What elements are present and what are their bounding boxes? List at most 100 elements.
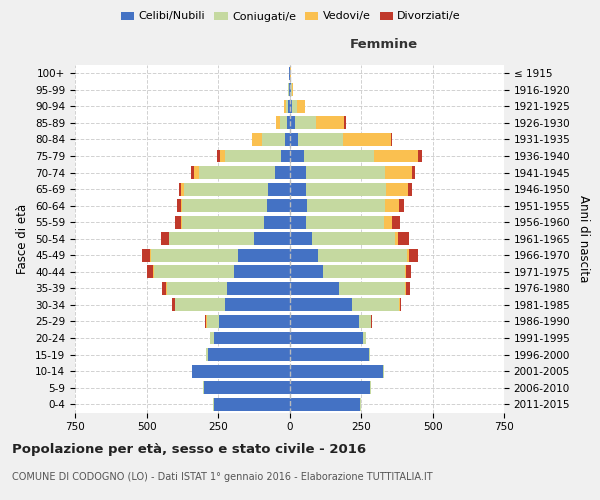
- Bar: [225, 298, 290, 312]
- Bar: [369, 348, 370, 361]
- Bar: [289, 84, 290, 96]
- Bar: [290, 332, 363, 344]
- Bar: [386, 182, 408, 196]
- Bar: [191, 166, 194, 179]
- Bar: [227, 282, 290, 295]
- Bar: [317, 249, 407, 262]
- Bar: [288, 100, 290, 113]
- Bar: [409, 249, 418, 262]
- Bar: [290, 116, 295, 130]
- Bar: [276, 116, 280, 130]
- Bar: [391, 133, 392, 146]
- Bar: [254, 232, 290, 245]
- Bar: [385, 199, 399, 212]
- Bar: [412, 166, 415, 179]
- Bar: [264, 216, 290, 228]
- Bar: [179, 182, 181, 196]
- Bar: [280, 116, 287, 130]
- Bar: [161, 232, 169, 245]
- Bar: [206, 315, 220, 328]
- Bar: [184, 182, 268, 196]
- Text: Popolazione per età, sesso e stato civile - 2016: Popolazione per età, sesso e stato civil…: [12, 442, 366, 456]
- Bar: [262, 133, 285, 146]
- Bar: [182, 216, 264, 228]
- Bar: [217, 150, 220, 162]
- Bar: [285, 133, 290, 146]
- Bar: [363, 332, 365, 344]
- Bar: [175, 298, 225, 312]
- Bar: [399, 199, 404, 212]
- Bar: [306, 216, 384, 228]
- Bar: [406, 266, 412, 278]
- Bar: [214, 398, 290, 410]
- Y-axis label: Fasce di età: Fasce di età: [16, 204, 29, 274]
- Bar: [234, 266, 290, 278]
- Bar: [175, 216, 181, 228]
- Bar: [343, 133, 391, 146]
- Bar: [290, 298, 352, 312]
- Bar: [169, 232, 254, 245]
- Bar: [194, 166, 199, 179]
- Bar: [181, 216, 182, 228]
- Bar: [176, 199, 181, 212]
- Bar: [290, 282, 338, 295]
- Bar: [181, 182, 184, 196]
- Bar: [172, 298, 175, 312]
- Bar: [238, 249, 290, 262]
- Bar: [408, 182, 412, 196]
- Bar: [291, 84, 292, 96]
- Bar: [205, 315, 206, 328]
- Bar: [161, 282, 166, 295]
- Bar: [418, 150, 422, 162]
- Bar: [290, 166, 306, 179]
- Bar: [307, 199, 385, 212]
- Bar: [398, 232, 409, 245]
- Bar: [312, 232, 395, 245]
- Bar: [290, 381, 370, 394]
- Legend: Celibi/Nubili, Coniugati/e, Vedovi/e, Divorziati/e: Celibi/Nubili, Coniugati/e, Vedovi/e, Di…: [116, 7, 466, 26]
- Bar: [148, 266, 153, 278]
- Bar: [384, 216, 392, 228]
- Bar: [220, 315, 290, 328]
- Y-axis label: Anni di nascita: Anni di nascita: [577, 195, 590, 282]
- Bar: [192, 364, 290, 378]
- Bar: [405, 282, 406, 295]
- Bar: [304, 150, 374, 162]
- Bar: [298, 133, 343, 146]
- Bar: [290, 216, 306, 228]
- Bar: [220, 150, 225, 162]
- Bar: [167, 282, 227, 295]
- Bar: [406, 282, 410, 295]
- Bar: [290, 249, 317, 262]
- Bar: [297, 100, 305, 113]
- Bar: [182, 199, 266, 212]
- Bar: [286, 100, 288, 113]
- Bar: [292, 84, 293, 96]
- Bar: [275, 166, 290, 179]
- Bar: [290, 150, 304, 162]
- Text: Femmine: Femmine: [350, 38, 418, 51]
- Bar: [266, 199, 290, 212]
- Bar: [290, 398, 361, 410]
- Bar: [151, 249, 238, 262]
- Bar: [206, 348, 208, 361]
- Text: COMUNE DI CODOGNO (LO) - Dati ISTAT 1° gennaio 2016 - Elaborazione TUTTITALIA.IT: COMUNE DI CODOGNO (LO) - Dati ISTAT 1° g…: [12, 472, 433, 482]
- Bar: [306, 182, 386, 196]
- Bar: [392, 216, 400, 228]
- Bar: [290, 364, 383, 378]
- Bar: [344, 116, 346, 130]
- Bar: [225, 150, 281, 162]
- Bar: [316, 116, 344, 130]
- Bar: [142, 249, 150, 262]
- Bar: [395, 232, 398, 245]
- Bar: [338, 282, 405, 295]
- Bar: [154, 266, 234, 278]
- Bar: [268, 182, 290, 196]
- Bar: [352, 298, 399, 312]
- Bar: [359, 315, 371, 328]
- Bar: [400, 298, 401, 312]
- Bar: [290, 199, 307, 212]
- Bar: [199, 166, 275, 179]
- Bar: [295, 116, 316, 130]
- Bar: [214, 332, 290, 344]
